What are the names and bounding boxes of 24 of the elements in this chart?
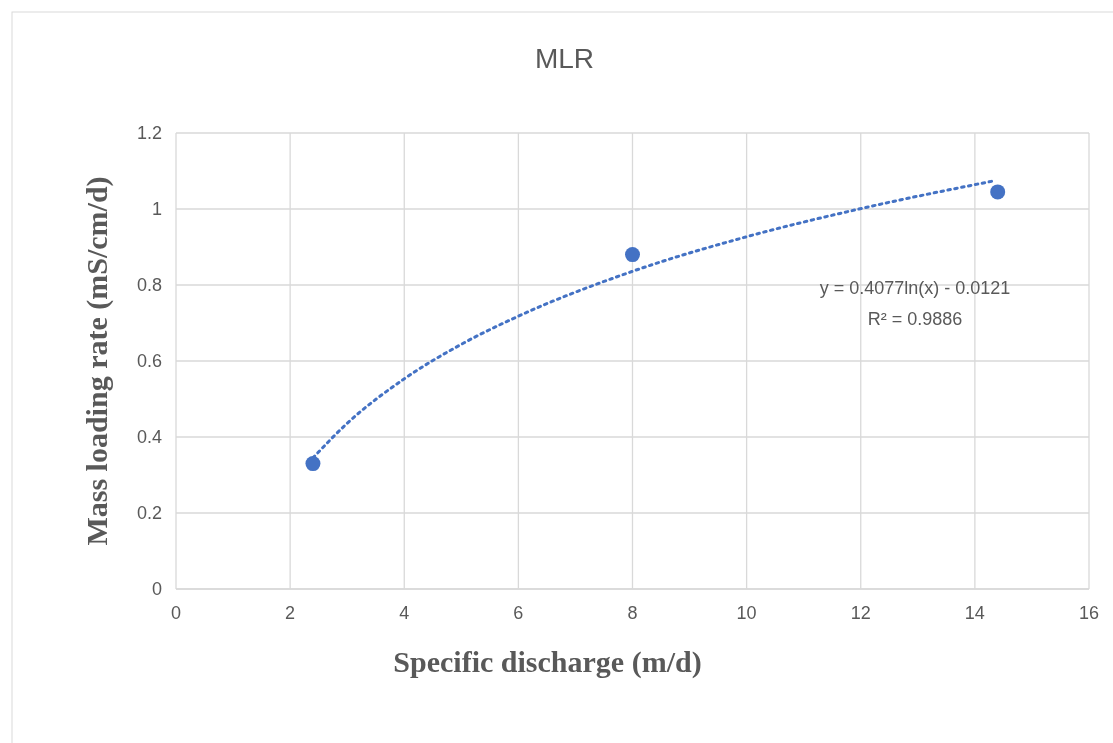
y-tick-label: 0.6 <box>136 351 162 371</box>
x-tick-label: 12 <box>850 603 871 623</box>
x-tick-label: 14 <box>964 603 985 623</box>
x-tick-label: 16 <box>1078 603 1100 623</box>
y-tick-label: 0.4 <box>136 427 162 447</box>
x-tick-label: 8 <box>627 603 638 623</box>
x-tick-label: 2 <box>285 603 296 623</box>
y-tick-label: 0.2 <box>136 503 162 523</box>
point <box>990 184 1006 200</box>
annotation: R² = 0.9886 <box>867 309 963 329</box>
x-tick-label: 10 <box>736 603 757 623</box>
x-tick-label: 0 <box>170 603 182 623</box>
chart-title: MLR <box>534 43 595 74</box>
y-tick-label: 1.2 <box>136 123 162 143</box>
x-axis-title: Specific discharge (m/d) <box>393 645 702 679</box>
y-tick-label: 0 <box>151 579 162 599</box>
point <box>625 247 640 263</box>
y-tick-label: 1 <box>151 199 162 219</box>
annotation: y = 0.4077ln(x) - 0.0121 <box>819 278 1011 298</box>
point <box>305 456 321 472</box>
x-tick-label: 6 <box>513 603 524 623</box>
x-tick-label: 4 <box>399 603 410 623</box>
y-axis-title: Mass loading rate (mS/cm/d) <box>80 176 114 546</box>
y-tick-label: 0.8 <box>136 275 162 295</box>
